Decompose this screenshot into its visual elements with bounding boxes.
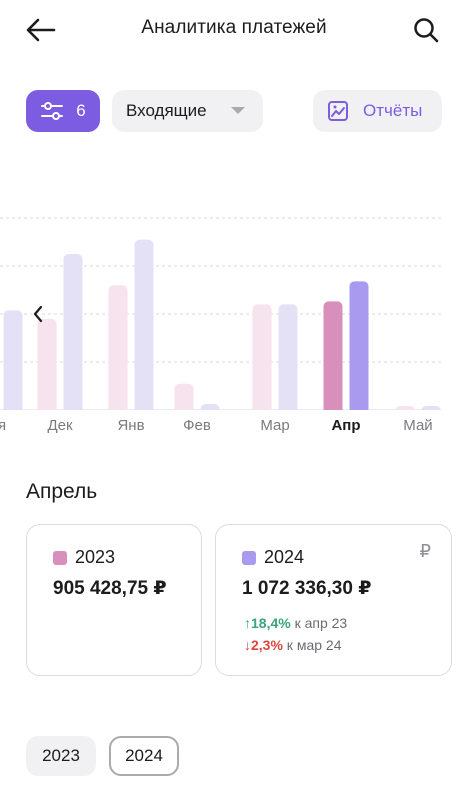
x-tick-label[interactable]: Дек xyxy=(47,417,73,434)
x-tick-label[interactable]: Май xyxy=(403,417,433,434)
bar-2024-Ноя[interactable] xyxy=(3,310,23,414)
back-button[interactable] xyxy=(24,14,58,46)
search-button[interactable] xyxy=(410,14,442,46)
bar-2024-Янв[interactable] xyxy=(134,239,154,414)
reports-button[interactable]: Отчёты xyxy=(313,90,442,132)
year-chip-2023[interactable]: 2023 xyxy=(26,736,96,776)
x-tick-label[interactable]: Апр xyxy=(331,417,361,434)
card-year: 2024 xyxy=(264,547,305,567)
x-axis-labels: я Дек Янв Фев Мар Апр Май xyxy=(0,417,468,437)
card-legend: 2024 xyxy=(242,547,304,568)
sliders-icon xyxy=(41,102,64,120)
page-title: Аналитика платежей xyxy=(141,17,327,38)
app-header: Аналитика платежей xyxy=(0,0,468,60)
change-up-text: к апр 23 xyxy=(290,615,348,631)
direction-select[interactable]: Входящие xyxy=(112,90,263,132)
bar-2023-Апр[interactable] xyxy=(323,301,343,414)
card-legend: 2023 xyxy=(53,547,115,568)
search-icon xyxy=(414,18,439,43)
payments-bar-chart: я Дек Янв Фев Мар Апр Май xyxy=(0,210,468,440)
arrow-up-icon: ↑ xyxy=(244,615,251,631)
chart-baseline-mask xyxy=(0,410,468,415)
change-vs-last-month: ↓2,3% к мар 24 xyxy=(244,637,342,653)
month-title: Апрель xyxy=(26,480,98,503)
change-up-value: 18,4% xyxy=(251,615,291,631)
bar-2024-Дек[interactable] xyxy=(63,254,83,414)
card-year: 2023 xyxy=(75,547,116,567)
chevron-down-icon xyxy=(231,107,245,114)
card-amount: 905 428,75 ₽ xyxy=(53,578,167,599)
x-tick-label[interactable]: я xyxy=(0,417,7,434)
filter-count-badge: 6 xyxy=(76,101,86,120)
ruble-icon: ₽ xyxy=(419,541,431,561)
change-vs-last-year: ↑18,4% к апр 23 xyxy=(244,615,347,631)
card-amount: 1 072 336,30 ₽ xyxy=(242,578,372,599)
x-tick-label[interactable]: Мар xyxy=(260,417,290,434)
bar-2024-Мар[interactable] xyxy=(278,304,298,414)
bar-chart-svg xyxy=(0,217,468,415)
arrow-down-icon: ↓ xyxy=(244,637,251,653)
bar-2024-Апр[interactable] xyxy=(349,281,369,414)
filters-button[interactable]: 6 xyxy=(26,90,100,132)
filter-bar: 6 Входящие Отчёты xyxy=(0,90,468,132)
bar-2023-Дек[interactable] xyxy=(37,318,57,414)
legend-swatch xyxy=(242,550,256,565)
x-tick-label[interactable]: Фев xyxy=(183,417,211,434)
change-down-text: к мар 24 xyxy=(282,637,342,653)
change-down-value: 2,3% xyxy=(251,637,283,653)
legend-swatch xyxy=(53,550,67,565)
bar-2023-Янв[interactable] xyxy=(108,285,128,414)
x-tick-label[interactable]: Янв xyxy=(117,417,145,434)
bar-2023-Мар[interactable] xyxy=(252,304,272,414)
direction-select-value: Входящие xyxy=(126,101,207,120)
report-image-icon xyxy=(328,101,348,121)
arrow-left-icon xyxy=(26,18,56,42)
year-chip-2024[interactable]: 2024 xyxy=(109,736,179,776)
bar-2023-Фев[interactable] xyxy=(174,383,194,414)
chart-scroll-left-button[interactable] xyxy=(28,302,48,326)
summary-card-2023: 2023 905 428,75 ₽ xyxy=(26,524,202,676)
reports-label: Отчёты xyxy=(363,101,423,120)
summary-card-2024: 2024 ₽ 1 072 336,30 ₽ ↑18,4% к апр 23 ↓2… xyxy=(215,524,452,676)
chevron-left-icon xyxy=(33,305,43,323)
